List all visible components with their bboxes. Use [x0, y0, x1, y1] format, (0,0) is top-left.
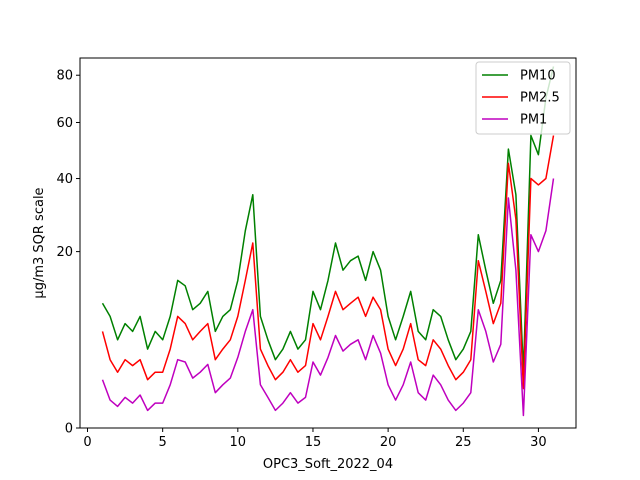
series-line-pm1 — [101, 178, 555, 417]
x-tick-label: 5 — [159, 435, 167, 450]
legend: PM10 PM2.5 PM1 — [475, 61, 571, 135]
x-tick-label: 15 — [305, 435, 322, 450]
x-axis-ticks: 0 5 10 15 20 25 30 — [83, 428, 547, 450]
y-tick-label: 0 — [65, 422, 73, 437]
y-tick-label: 40 — [56, 172, 73, 187]
series-line-pm25 — [101, 135, 555, 390]
legend-label: PM10 — [520, 69, 556, 84]
y-axis-label: µg/m3 SQR scale — [32, 187, 47, 298]
x-tick-label: 20 — [380, 435, 397, 450]
x-axis-label: OPC3_Soft_2022_04 — [263, 457, 393, 472]
plot-lines — [101, 66, 555, 417]
x-tick-label: 30 — [530, 435, 547, 450]
y-tick-label: 80 — [56, 69, 73, 84]
y-axis-ticks: 0 20 40 60 80 — [56, 69, 80, 437]
legend-label: PM2.5 — [520, 91, 560, 106]
x-tick-label: 10 — [230, 435, 247, 450]
y-tick-label: 20 — [56, 245, 73, 260]
y-tick-label: 60 — [56, 116, 73, 131]
legend-box — [475, 61, 571, 135]
legend-label: PM1 — [520, 113, 547, 128]
plot-frame — [79, 57, 577, 429]
x-tick-label: 0 — [83, 435, 91, 450]
series-line-pm10 — [101, 66, 555, 373]
x-tick-label: 25 — [455, 435, 472, 450]
